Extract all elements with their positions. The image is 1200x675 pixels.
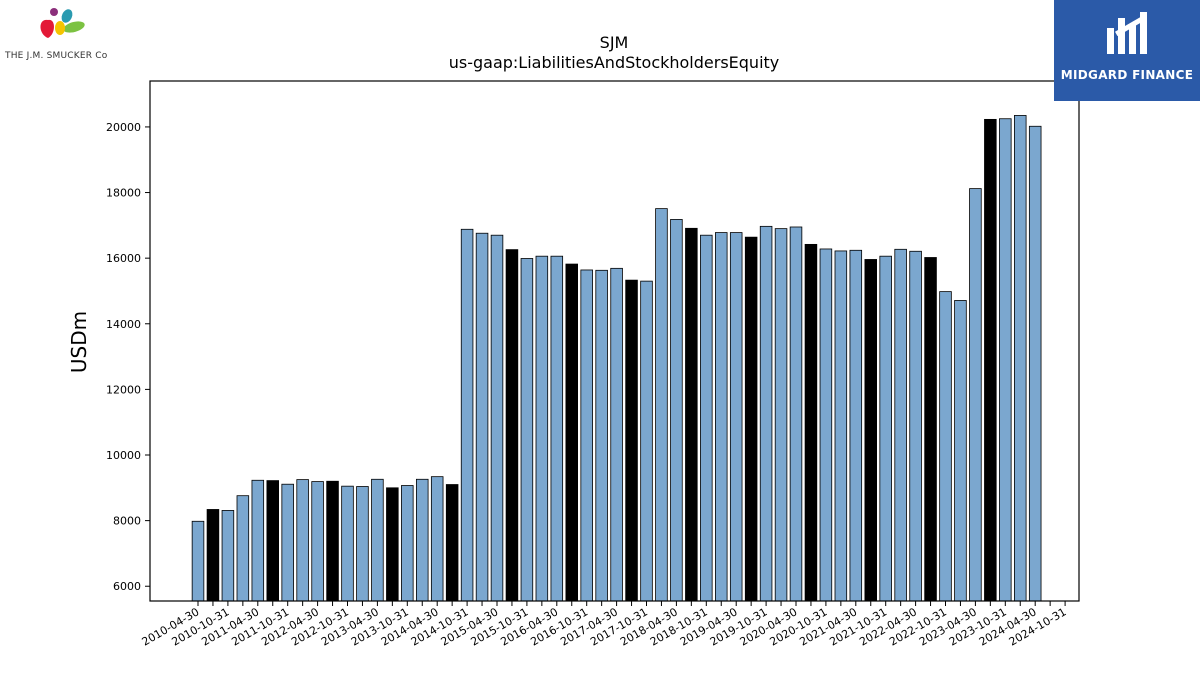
x-axis-ticks: 2010-04-302010-10-312011-04-302011-10-31… (140, 601, 1069, 649)
smucker-wordmark: THE J.M. SMUCKER Co (5, 51, 108, 61)
bar-2023-07-31 (984, 118, 997, 602)
bar-2018-04-30 (670, 219, 683, 602)
y-tick-label: 20000 (106, 121, 141, 134)
y-tick-label: 14000 (106, 318, 141, 331)
bar-2021-01-31 (834, 250, 848, 602)
bar-2015-07-31 (505, 249, 519, 602)
fruit-leaf-icon (40, 8, 85, 38)
bars-group (191, 115, 1042, 602)
bar-2012-01-31 (296, 479, 309, 602)
y-tick-label: 16000 (106, 252, 141, 265)
bar-2022-01-31 (894, 248, 907, 602)
bar-2019-10-31 (759, 225, 773, 602)
bar-2023-10-31 (999, 118, 1012, 602)
bar-2019-01-31 (715, 232, 728, 602)
bar-2016-07-31 (565, 263, 579, 602)
bar-2012-10-31 (341, 485, 354, 602)
bar-2021-04-30 (849, 249, 863, 602)
bar-2022-07-31 (924, 257, 937, 602)
bar-2012-07-31 (326, 480, 339, 602)
bar-2020-07-31 (804, 243, 818, 602)
bar-2021-10-31 (879, 255, 892, 602)
bar-2017-10-31 (640, 280, 653, 602)
bar-2017-04-30 (610, 267, 623, 602)
bar-2020-10-31 (819, 248, 833, 602)
bar-2014-04-30 (430, 476, 444, 602)
bar-2019-04-30 (729, 232, 743, 602)
bar-2011-10-31 (281, 483, 294, 602)
bar-2017-07-31 (625, 279, 638, 602)
plot-frame (149, 80, 1080, 602)
chart-subtitle: us-gaap:LiabilitiesAndStockholdersEquity (449, 53, 780, 72)
bar-2015-04-30 (490, 234, 504, 602)
bar-2014-10-31 (460, 228, 474, 602)
y-tick-label: 8000 (113, 515, 141, 528)
bar-2016-10-31 (580, 269, 593, 602)
bar-2011-01-31 (236, 495, 250, 602)
bar-2013-07-31 (386, 487, 399, 602)
bar-2019-07-31 (744, 236, 758, 602)
y-tick-label: 10000 (106, 449, 141, 462)
y-tick-label: 6000 (113, 580, 141, 593)
bar-2013-01-31 (356, 486, 369, 602)
midgard-finance-logo: MIDGARD FINANCE (1054, 0, 1200, 101)
bar-2010-04-30 (191, 520, 205, 602)
midgard-wordmark: MIDGARD FINANCE (1060, 68, 1194, 82)
bar-2015-10-31 (520, 258, 534, 602)
bar-2010-07-31 (206, 509, 220, 602)
y-tick-label: 12000 (106, 383, 141, 396)
bar-2018-07-31 (685, 227, 698, 602)
midgard-m-icon (1107, 12, 1147, 54)
bar-2021-07-31 (864, 259, 878, 602)
bar-2013-04-30 (371, 478, 384, 602)
bar-2020-04-30 (789, 226, 803, 602)
bar-2022-04-30 (909, 250, 922, 602)
bar-2011-04-30 (251, 479, 265, 602)
bar-2016-01-31 (535, 255, 549, 602)
bar-2012-04-30 (311, 481, 324, 602)
bar-2020-01-31 (774, 228, 788, 602)
bar-2010-10-31 (221, 510, 235, 602)
y-tick-label: 18000 (106, 187, 141, 200)
bar-2018-10-31 (700, 234, 713, 602)
bar-2022-10-31 (939, 291, 952, 602)
bar-2024-01-31 (1014, 115, 1027, 602)
y-axis-label: USDm (67, 311, 91, 373)
bar-2014-01-31 (415, 478, 429, 602)
bar-2015-01-31 (475, 232, 489, 602)
bar-2014-07-31 (445, 484, 459, 602)
y-axis-ticks: 6000 8000 10000 12000 14000 16000 18000 20000 (106, 121, 150, 593)
chart-title: SJM (600, 33, 629, 52)
bar-2017-01-31 (595, 269, 608, 602)
smucker-logo: THE J.M. SMUCKER Co (4, 4, 124, 66)
bar-2016-04-30 (550, 255, 564, 602)
bar-2023-01-31 (954, 300, 967, 602)
bar-2018-01-31 (655, 208, 668, 602)
bar-2013-10-31 (401, 485, 414, 602)
bar-2011-07-31 (266, 480, 279, 602)
bar-2023-04-30 (969, 188, 982, 602)
bar-2024-04-30 (1028, 125, 1042, 602)
